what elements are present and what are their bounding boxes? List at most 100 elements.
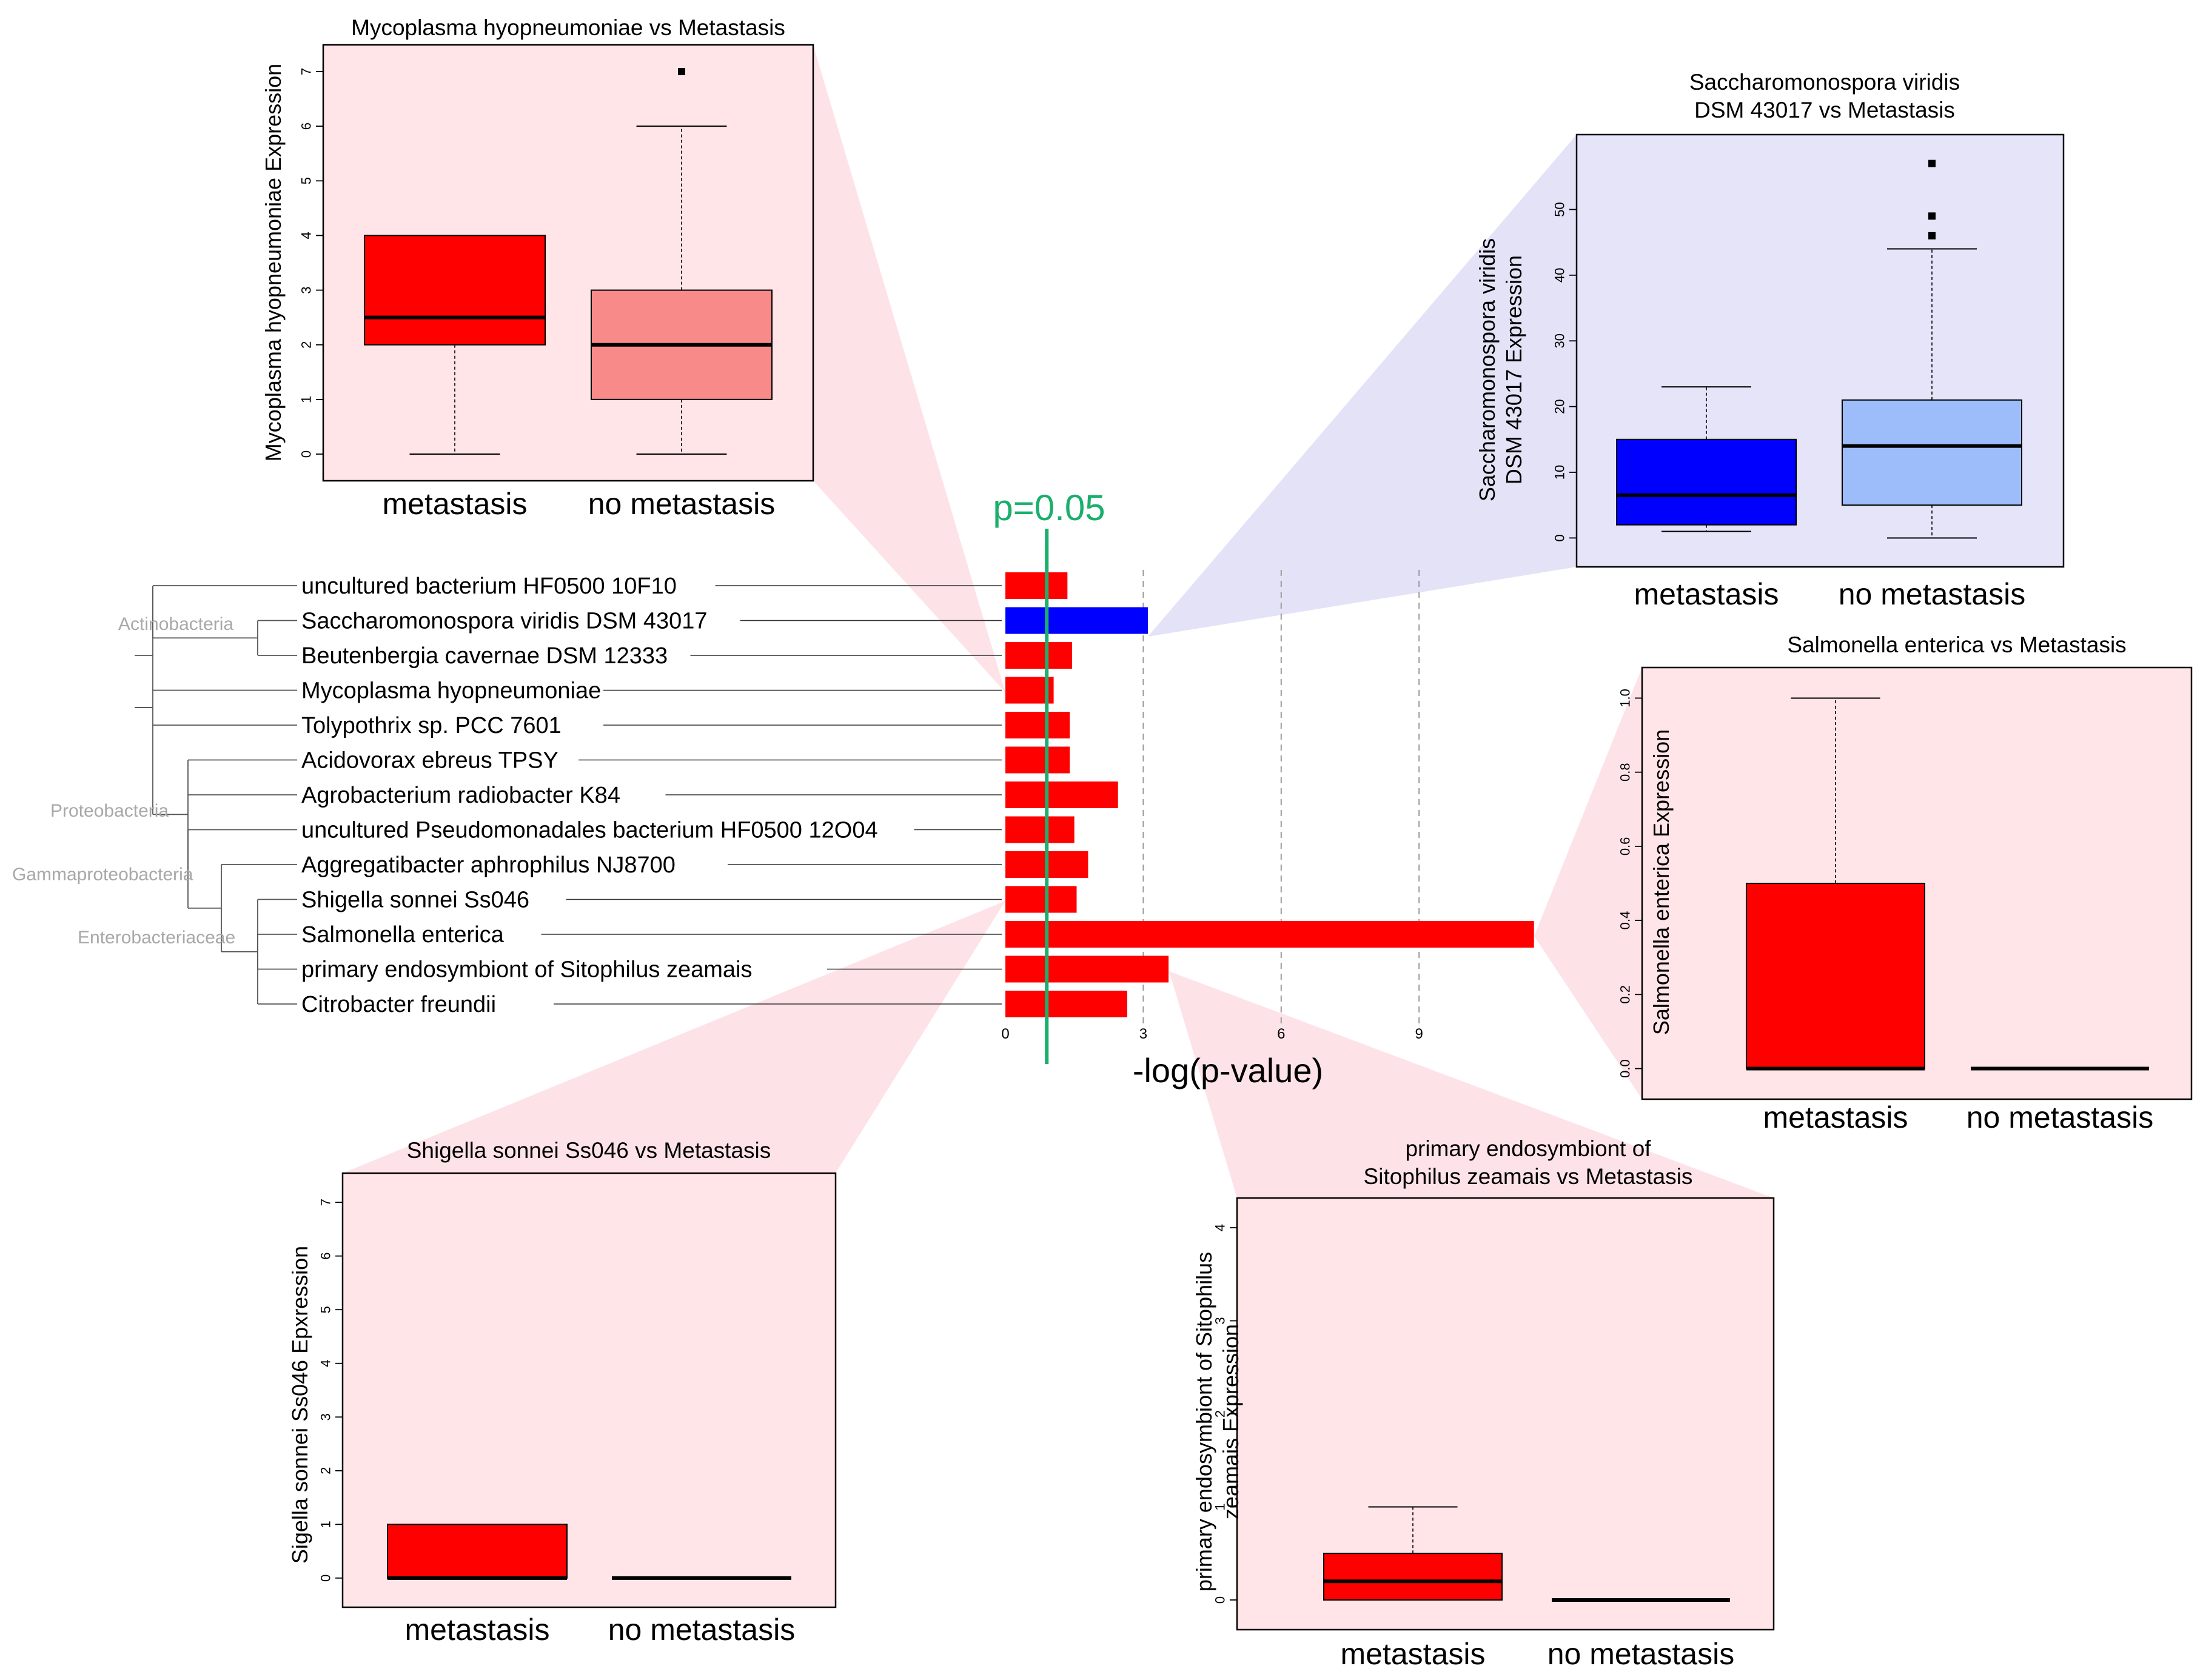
species-label: Tolypothrix sp. PCC 7601 [301, 713, 562, 738]
y-tick-label: 1.0 [1618, 689, 1633, 708]
species-label: Salmonella enterica [301, 922, 505, 948]
y-tick-label: 6 [299, 122, 314, 130]
group-label: metastasis [383, 487, 528, 521]
y-tick-label: 0 [318, 1575, 334, 1582]
species-label: Beutenbergia cavernae DSM 12333 [301, 643, 668, 669]
species-label: Agrobacterium radiobacter K84 [301, 783, 620, 808]
y-tick-label: 0.6 [1618, 837, 1633, 856]
y-tick-label: 0.8 [1618, 763, 1633, 781]
box [387, 1524, 568, 1579]
inset-title: DSM 43017 vs Metastasis [1694, 98, 1955, 122]
bar [1005, 712, 1070, 738]
y-tick-label: 10 [1552, 465, 1568, 480]
main-bar-chart: 0 3 6 9 uncultured bacterium HF0500 10F10 Sac… [301, 487, 1534, 1089]
y-tick-label: 1 [318, 1521, 334, 1528]
y-tick-label: 5 [299, 177, 314, 184]
outlier-point [1928, 212, 1936, 220]
y-tick-label: 7 [318, 1199, 334, 1206]
y-tick-label: 0 [1213, 1596, 1228, 1604]
plot-panel [1236, 1197, 1775, 1631]
wedge-mycoplasma [813, 45, 1005, 692]
phylogenetic-tree: Actinobacteria Proteobacteria Gammaproteob… [12, 585, 297, 1005]
y-tick-label: 5 [318, 1306, 334, 1313]
x-tick-label: 0 [1001, 1026, 1009, 1042]
y-axis-label: zeamais Expression [1218, 1324, 1243, 1519]
y-tick-label: 3 [318, 1413, 334, 1421]
bar [1005, 991, 1127, 1017]
y-tick-label: 4 [1213, 1224, 1228, 1231]
boxplot-saccharomonospora: Saccharomonospora viridis DSM 43017 vs Me… [1475, 70, 2065, 611]
y-tick-label: 3 [1213, 1317, 1228, 1324]
boxplot-shigella: Shigella sonnei Ss046 vs Metastasis 0 1 2 3 4… [287, 1138, 837, 1647]
inset-title: primary endosymbiont of [1405, 1136, 1651, 1161]
inset-title: Shigella sonnei Ss046 vs Metastasis [407, 1138, 771, 1163]
y-axis-label: Sigella sonnei Ss046 Epxression [287, 1246, 312, 1564]
species-label: Citrobacter freundii [301, 992, 496, 1017]
inset-boxplots: Mycoplasma hyopneumoniae vs Metastasis 0 1… [261, 15, 2193, 1671]
bar [1005, 607, 1148, 634]
y-tick-label: 40 [1552, 268, 1568, 283]
bar [1005, 921, 1534, 948]
y-tick-label: 2 [299, 341, 314, 349]
y-tick-label: 0.0 [1618, 1059, 1633, 1078]
bar [1005, 955, 1169, 983]
y-tick-label: 4 [299, 232, 314, 239]
y-tick-label: 2 [1213, 1410, 1228, 1417]
y-axis-label: Mycoplasma hyopneumoniae Expression [261, 64, 286, 461]
taxon-label: Gammaproteobacteria [12, 865, 193, 885]
group-label: metastasis [1341, 1637, 1486, 1671]
group-label: no metastasis [1967, 1100, 2153, 1134]
inset-title: Mycoplasma hyopneumoniae vs Metastasis [351, 15, 785, 40]
x-tick-label: 3 [1139, 1026, 1147, 1042]
y-tick-label: 1 [299, 396, 314, 403]
y-tick-label: 20 [1552, 399, 1568, 413]
group-label: metastasis [1763, 1100, 1908, 1134]
y-tick-label: 4 [318, 1360, 334, 1367]
species-label: uncultured Pseudomonadales bacterium HF0… [301, 818, 878, 843]
y-tick-label: 0.4 [1618, 911, 1633, 930]
y-tick-label: 6 [318, 1253, 334, 1260]
x-axis-label: -log(p-value) [1133, 1051, 1323, 1089]
taxon-label: Actinobacteria [118, 614, 233, 634]
wedge-salmonella [1534, 668, 1642, 1099]
species-label: primary endosymbiont of Sitophilus zeama… [301, 957, 752, 983]
bar [1005, 746, 1070, 774]
group-label: no metastasis [588, 487, 775, 521]
species-label: Aggregatibacter aphrophilus NJ8700 [301, 852, 676, 878]
threshold-label: p=0.05 [993, 487, 1105, 528]
species-label: uncultured bacterium HF0500 10F10 [301, 574, 677, 599]
y-tick-label: 30 [1552, 333, 1568, 348]
y-tick-label: 2 [318, 1467, 334, 1474]
box [1746, 883, 1925, 1069]
group-label: no metastasis [608, 1613, 795, 1647]
y-tick-label: 3 [299, 286, 314, 293]
group-label: no metastasis [1839, 577, 2025, 611]
y-tick-label: 7 [299, 68, 314, 75]
bar [1005, 642, 1072, 669]
outlier-point [1928, 159, 1936, 167]
wedge-saccharomonospora [1148, 135, 1577, 637]
y-tick-label: 0 [299, 450, 314, 458]
outlier-point [1928, 232, 1936, 239]
taxon-label: Enterobacteriaceae [78, 928, 235, 948]
y-tick-label: 0 [1552, 534, 1568, 541]
species-label: Acidovorax ebreus TPSY [301, 748, 558, 774]
boxplot-mycoplasma: Mycoplasma hyopneumoniae vs Metastasis 0 1… [261, 15, 814, 521]
inset-title: Sitophilus zeamais vs Metastasis [1364, 1164, 1693, 1189]
group-label: no metastasis [1547, 1637, 1734, 1671]
taxon-label: Proteobacteria [50, 801, 169, 821]
boxplot-salmonella: Salmonella enterica vs Metastasis 0.0 0.2 0… [1618, 632, 2193, 1134]
y-axis-label: primary endosymbiont of Sitophilus [1192, 1252, 1216, 1591]
y-tick-label: 50 [1552, 202, 1568, 216]
box [364, 235, 546, 346]
bar [1005, 781, 1118, 808]
species-label: Saccharomonospora viridis DSM 43017 [301, 609, 708, 634]
box [1323, 1553, 1503, 1601]
bar [1005, 886, 1077, 913]
inset-title: Saccharomonospora viridis [1689, 70, 1960, 95]
group-label: metastasis [1634, 577, 1779, 611]
x-tick-label: 9 [1415, 1026, 1423, 1042]
y-axis-label: Saccharomonospora viridis [1475, 238, 1500, 501]
